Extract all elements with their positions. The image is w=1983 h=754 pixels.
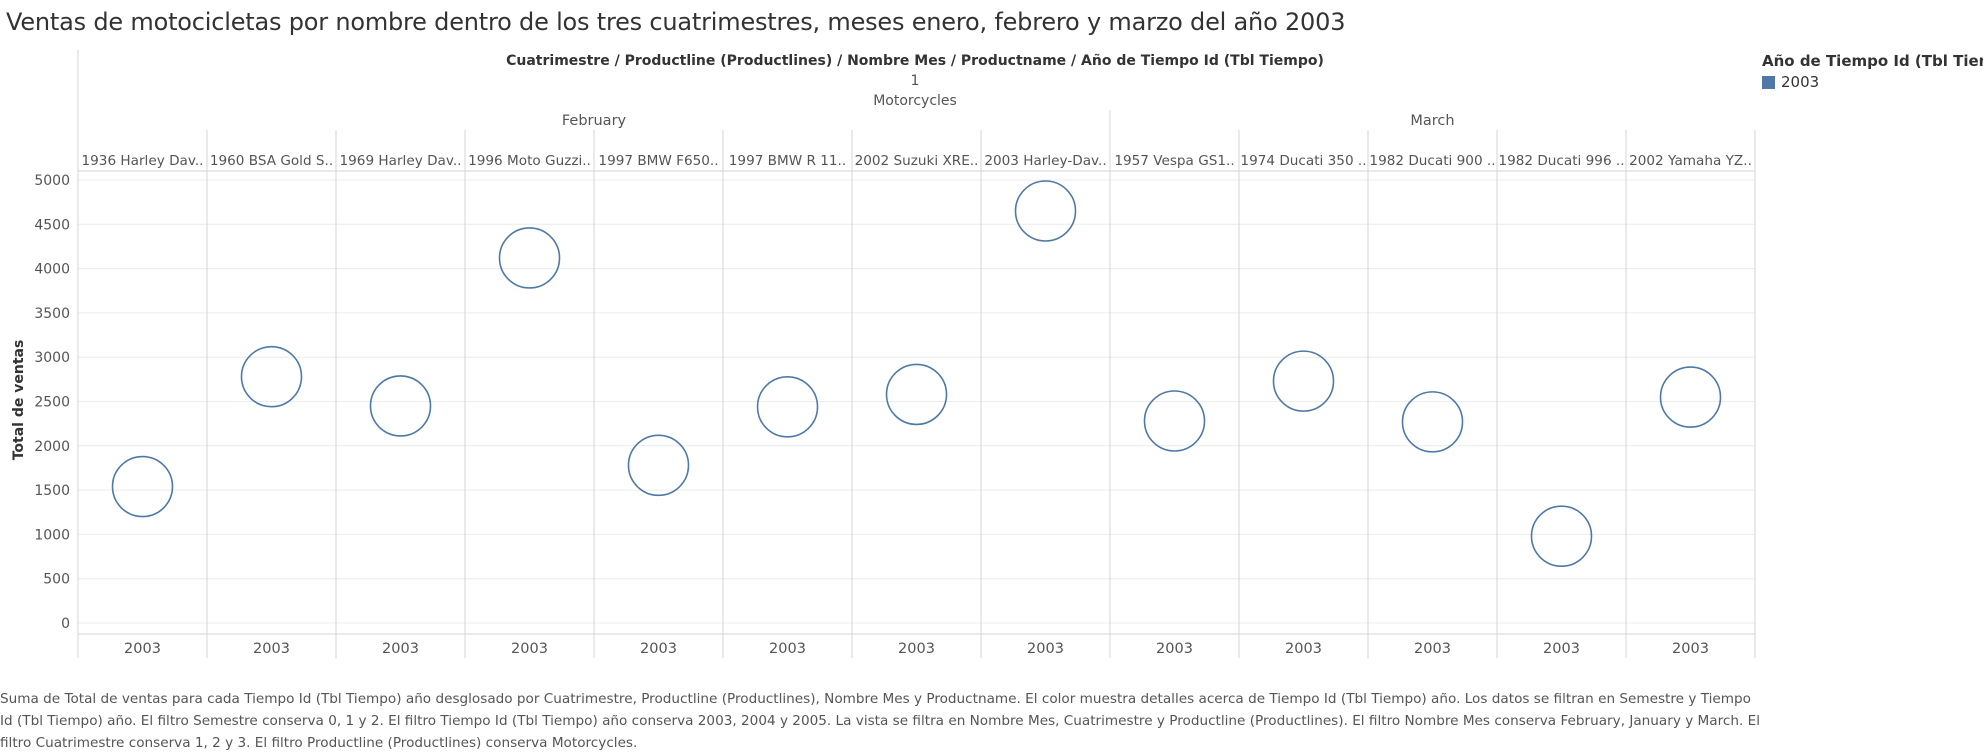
data-point bbox=[1401, 391, 1464, 453]
legend-item-label: 2003 bbox=[1781, 73, 1820, 91]
y-tick-label: 5000 bbox=[34, 173, 70, 189]
category-header: 1996 Moto Guzzi.. bbox=[468, 153, 591, 169]
chart: Cuatrimestre / Productline (Productlines… bbox=[11, 50, 1756, 658]
grid bbox=[78, 179, 1755, 624]
legend-title: Año de Tiempo Id (Tbl Tiempo) bbox=[1762, 52, 1983, 70]
category-header: 2002 Yamaha YZ.. bbox=[1629, 153, 1752, 169]
x-tick-label: 2003 bbox=[640, 641, 677, 657]
x-tick-label: 2003 bbox=[1672, 641, 1709, 657]
data-point bbox=[369, 375, 432, 437]
column-dividers bbox=[77, 50, 1756, 658]
y-axis-label: Total de ventas bbox=[11, 340, 27, 461]
category-header: 1974 Ducati 350 .. bbox=[1240, 153, 1366, 169]
legend-item[interactable]: 2003 bbox=[1762, 73, 1983, 91]
category-header: 1982 Ducati 900 .. bbox=[1369, 153, 1495, 169]
data-point bbox=[1143, 390, 1206, 452]
category-header: 1997 BMW R 11.. bbox=[729, 153, 846, 169]
category-header: 1960 BSA Gold S.. bbox=[210, 153, 333, 169]
data-point bbox=[756, 376, 819, 438]
y-tick-label: 2500 bbox=[34, 395, 70, 411]
y-tick-label: 3000 bbox=[34, 350, 70, 366]
y-tick-label: 1500 bbox=[34, 483, 70, 499]
category-header: 1957 Vespa GS1.. bbox=[1114, 153, 1234, 169]
data-point bbox=[627, 434, 690, 497]
category-header: 2002 Suzuki XRE.. bbox=[855, 153, 979, 169]
category-header: 1936 Harley Dav.. bbox=[82, 153, 204, 169]
data-point bbox=[1530, 505, 1593, 567]
data-point bbox=[240, 345, 303, 408]
header-field-path: Cuatrimestre / Productline (Productlines… bbox=[506, 53, 1324, 69]
y-tick-label: 2000 bbox=[34, 439, 70, 455]
x-tick-label: 2003 bbox=[511, 641, 548, 657]
y-axis: 0 500 1000 1500 2000 2500 3000 3500 4000 4500 5000 bbox=[34, 173, 70, 632]
x-tick-label: 2003 bbox=[1285, 641, 1322, 657]
category-header: 1982 Ducati 996 .. bbox=[1498, 153, 1624, 169]
y-tick-label: 3500 bbox=[34, 306, 70, 322]
month-headers: February March bbox=[562, 113, 1455, 129]
data-point bbox=[885, 363, 948, 426]
data-point bbox=[1659, 366, 1722, 428]
x-tick-label: 2003 bbox=[124, 641, 161, 657]
productline-label: Motorcycles bbox=[873, 93, 957, 109]
x-tick-label: 2003 bbox=[1414, 641, 1451, 657]
category-header: 1969 Harley Dav.. bbox=[340, 153, 462, 169]
legend: Año de Tiempo Id (Tbl Tiempo) 2003 bbox=[1762, 52, 1983, 91]
category-header: 2003 Harley-Dav.. bbox=[984, 153, 1106, 169]
y-tick-label: 1000 bbox=[34, 527, 70, 543]
data-point bbox=[1272, 350, 1335, 412]
x-tick-label: 2003 bbox=[382, 641, 419, 657]
category-header: 1997 BMW F650.. bbox=[598, 153, 718, 169]
x-axis-labels: 2003 2003 2003 2003 2003 2003 2003 2003 2003 2003… bbox=[124, 641, 1709, 657]
y-tick-label: 0 bbox=[61, 616, 70, 632]
y-tick-label: 4500 bbox=[34, 217, 70, 233]
chart-caption: Suma de Total de ventas para cada Tiempo… bbox=[0, 691, 1761, 751]
x-tick-label: 2003 bbox=[1543, 641, 1580, 657]
legend-swatch bbox=[1762, 75, 1775, 89]
x-tick-label: 2003 bbox=[898, 641, 935, 657]
cuatrimestre-label: 1 bbox=[911, 73, 920, 89]
x-tick-label: 2003 bbox=[253, 641, 290, 657]
data-point bbox=[1014, 180, 1077, 242]
column-headers: Cuatrimestre / Productline (Productlines… bbox=[506, 53, 1324, 109]
data-points bbox=[111, 180, 1722, 567]
x-tick-label: 2003 bbox=[1027, 641, 1064, 657]
chart-title: Ventas de motocicletas por nombre dentro… bbox=[6, 8, 1346, 36]
data-point bbox=[498, 227, 561, 289]
x-tick-label: 2003 bbox=[769, 641, 806, 657]
y-tick-label: 500 bbox=[43, 572, 70, 588]
month-header: March bbox=[1410, 113, 1454, 129]
month-header: February bbox=[562, 113, 627, 129]
data-point bbox=[111, 455, 174, 518]
y-tick-label: 4000 bbox=[34, 262, 70, 278]
x-tick-label: 2003 bbox=[1156, 641, 1193, 657]
category-headers: 1936 Harley Dav.. 1960 BSA Gold S.. 1969 H… bbox=[82, 153, 1752, 169]
